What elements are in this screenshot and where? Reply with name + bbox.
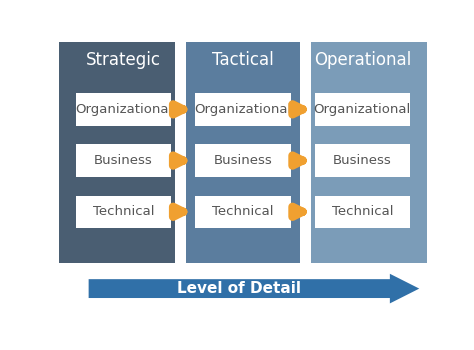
Text: Strategic: Strategic [86,50,161,69]
FancyBboxPatch shape [195,196,291,228]
Text: Technical: Technical [332,205,393,218]
Text: Organizational: Organizational [75,103,172,116]
Text: Operational: Operational [314,50,411,69]
FancyBboxPatch shape [59,42,175,263]
Text: Business: Business [333,154,392,167]
Text: Business: Business [214,154,272,167]
Text: Organizational: Organizational [194,103,292,116]
Polygon shape [89,274,419,303]
Text: Technical: Technical [212,205,273,218]
FancyBboxPatch shape [311,42,427,263]
FancyBboxPatch shape [186,42,300,263]
Text: Organizational: Organizational [314,103,411,116]
FancyBboxPatch shape [195,145,291,177]
Text: Business: Business [94,154,153,167]
Text: Tactical: Tactical [212,50,274,69]
FancyBboxPatch shape [76,145,171,177]
Text: Level of Detail: Level of Detail [177,281,301,296]
FancyBboxPatch shape [76,196,171,228]
Text: Technical: Technical [93,205,154,218]
FancyBboxPatch shape [195,93,291,126]
FancyBboxPatch shape [315,145,410,177]
FancyBboxPatch shape [76,93,171,126]
FancyBboxPatch shape [315,93,410,126]
FancyBboxPatch shape [315,196,410,228]
